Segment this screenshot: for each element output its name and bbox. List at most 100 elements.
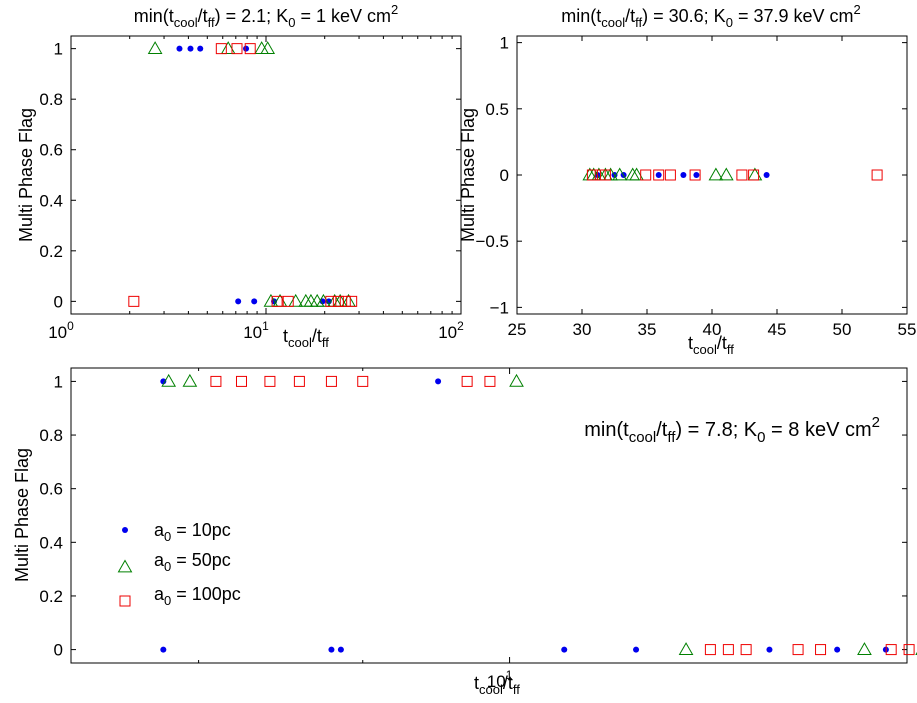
data-point-a0-100pc [815, 644, 827, 656]
x-tick-label: 30 [573, 320, 592, 339]
data-point-a0-100pc [722, 644, 734, 656]
data-point-a0-10pc [763, 172, 770, 178]
axes-frame [70, 35, 462, 315]
marker-group [582, 167, 883, 181]
x-tick-label: 102 [438, 319, 464, 342]
x-axis-label: tcool/tff [474, 673, 520, 697]
data-point-a0-100pc [599, 169, 611, 181]
y-axis-label: Multi Phase Flag [458, 108, 478, 242]
data-point-a0-10pc [633, 646, 640, 653]
data-point-a0-100pc [357, 375, 369, 387]
data-point-a0-10pc [834, 646, 841, 653]
data-point-a0-50pc [629, 167, 644, 181]
tick-group: 0 0.2 0.4 0.6 0.8 1 101 [39, 368, 907, 691]
y-axis-label: Multi Phase Flag [12, 448, 32, 582]
y-tick-label: −0.5 [475, 232, 509, 251]
data-point-a0-100pc [689, 169, 701, 181]
x-tick-label: 55 [898, 320, 917, 339]
data-point-a0-10pc [655, 172, 662, 178]
subplot-title: min(tcool/tff) = 2.1; K0 = 1 keV cm2 [134, 2, 398, 30]
data-point-a0-50pc [288, 293, 304, 307]
x-tick-label: 40 [703, 320, 722, 339]
data-point-a0-10pc [197, 45, 204, 52]
data-point-a0-10pc [337, 646, 344, 653]
data-point-a0-10pc [160, 378, 167, 385]
data-point-a0-100pc [282, 295, 294, 307]
x-axis-label: tcool/tff [283, 326, 329, 350]
data-point-a0-10pc [435, 378, 442, 385]
data-point-a0-10pc [243, 45, 250, 52]
y-tick-label: 1 [54, 40, 63, 59]
data-point-a0-50pc [220, 41, 236, 55]
legend: a0 = 10pc a0 = 50pc a0 = 100pc [117, 520, 241, 608]
tick-group: 0 0.2 0.4 0.6 0.8 1 100 101 102 [39, 36, 464, 342]
data-point-a0-50pc [161, 373, 177, 387]
data-point-a0-10pc [251, 298, 258, 305]
marker-group [128, 41, 358, 307]
data-point-a0-100pc [235, 375, 247, 387]
data-point-a0-100pc [736, 169, 748, 181]
data-point-a0-100pc [231, 43, 243, 55]
data-point-a0-100pc [461, 375, 473, 387]
data-point-a0-50pc [857, 642, 872, 655]
y-tick-label: 0.6 [39, 480, 63, 499]
data-point-a0-50pc [708, 167, 724, 181]
data-point-a0-100pc [215, 43, 227, 55]
data-point-a0-10pc [561, 646, 568, 653]
data-point-a0-100pc [244, 43, 256, 55]
data-point-a0-100pc [885, 644, 897, 656]
data-point-a0-50pc [316, 293, 331, 307]
data-point-a0-50pc [147, 41, 163, 55]
data-point-a0-100pc [346, 295, 358, 307]
y-tick-label: 1 [500, 34, 509, 53]
data-point-a0-100pc [640, 169, 652, 181]
y-tick-label: 1 [54, 372, 63, 391]
data-point-a0-100pc [325, 375, 337, 387]
legend-marker-a0-10pc [122, 527, 128, 533]
axes-frame [70, 367, 908, 664]
y-tick-label: 0 [54, 292, 63, 311]
tick-group: −1 −0.5 0 0.5 1 25 30 35 40 45 50 55 [475, 34, 916, 339]
legend-marker-a0-100pc [119, 595, 131, 607]
data-point-a0-100pc [271, 295, 283, 307]
data-point-a0-100pc [664, 169, 676, 181]
y-tick-label: −1 [490, 298, 509, 317]
y-tick-label: 0.8 [39, 426, 63, 445]
x-tick-label: 50 [833, 320, 852, 339]
data-point-a0-10pc [187, 45, 194, 52]
data-point-a0-100pc [339, 295, 351, 307]
data-point-a0-100pc [653, 169, 665, 181]
data-point-a0-10pc [693, 172, 700, 178]
x-tick-label: 35 [638, 320, 657, 339]
y-tick-label: 0.4 [39, 533, 63, 552]
x-tick-label: 25 [508, 320, 527, 339]
y-tick-label: 0.6 [39, 141, 63, 160]
data-point-a0-100pc [704, 644, 716, 656]
data-point-a0-100pc [871, 169, 883, 181]
legend-label: a0 = 100pc [154, 584, 241, 608]
legend-label: a0 = 10pc [154, 520, 231, 544]
subplot-top-left: min(tcool/tff) = 2.1; K0 = 1 keV cm2 0 0.… [16, 2, 464, 350]
y-tick-label: 0.8 [39, 90, 63, 109]
data-point-a0-50pc [612, 167, 628, 181]
y-tick-label: 0.4 [39, 191, 63, 210]
subplot-title: min(tcool/tff) = 30.6; K0 = 37.9 keV cm2 [561, 2, 860, 30]
marker-group [160, 373, 917, 656]
data-point-a0-10pc [680, 172, 687, 178]
data-point-a0-50pc [182, 373, 198, 387]
x-tick-label: 101 [487, 668, 513, 691]
data-point-a0-50pc [260, 41, 276, 55]
y-axis-label: Multi Phase Flag [16, 108, 36, 242]
data-point-a0-10pc [176, 45, 183, 52]
y-tick-label: 0.5 [485, 100, 509, 119]
data-point-a0-100pc [325, 295, 337, 307]
y-tick-label: 0.2 [39, 242, 63, 261]
subplot-annotation: min(tcool/tff) = 7.8; K0 = 8 keV cm2 [584, 414, 880, 446]
data-point-a0-50pc [678, 642, 694, 655]
data-point-a0-100pc [332, 295, 344, 307]
data-point-a0-10pc [328, 646, 335, 653]
data-point-a0-50pc [718, 167, 734, 181]
subplot-top-right: min(tcool/tff) = 30.6; K0 = 37.9 keV cm2… [458, 2, 916, 357]
x-axis-label: tcool/tff [688, 333, 734, 357]
